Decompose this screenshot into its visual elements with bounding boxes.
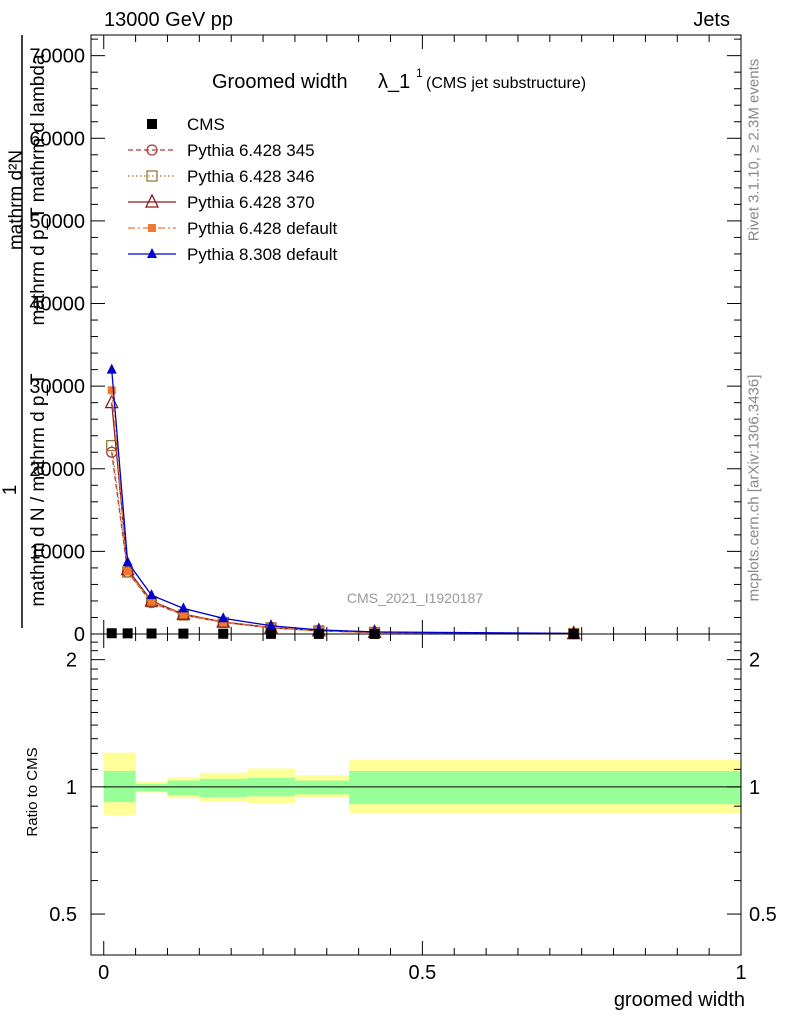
legend-label: Pythia 8.308 default [187, 245, 338, 264]
ylabel-top-denominator: mathrm d p_T mathrm d lambda [28, 54, 49, 325]
legend-entry: Pythia 6.428 370 [128, 193, 315, 212]
legend-label: Pythia 6.428 370 [187, 193, 315, 212]
ratio-plot-frame [90, 633, 742, 956]
legend-entry: Pythia 6.428 346 [128, 167, 315, 186]
ratio-band-inner [294, 780, 350, 795]
chart-title-symbol: λ_1 [378, 71, 410, 93]
ylabel-bottom-denominator: mathrm d N / mathrm d p_T [28, 373, 49, 607]
data-point [106, 628, 117, 639]
chart-title: Groomed width [212, 71, 348, 93]
ratio-y-tick-label-right: 1 [749, 777, 760, 799]
data-point [107, 386, 116, 395]
legend-entry: CMS [147, 115, 225, 134]
series-pythia-6-428-345 [106, 446, 580, 640]
legend-label: CMS [187, 115, 225, 134]
series-pythia-6-428-default [107, 386, 578, 638]
data-point [146, 589, 157, 600]
series-line [111, 452, 574, 635]
chart-subtitle: (CMS jet substructure) [426, 75, 586, 92]
y-tick-label: 60000 [29, 128, 85, 150]
ratio-band-inner [135, 784, 168, 792]
legend-entry: Pythia 6.428 345 [128, 141, 315, 160]
xlabel: groomed width [614, 989, 745, 1011]
series-pythia-6-428-370 [104, 394, 581, 640]
ratio-y-tick-label: 2 [66, 650, 77, 672]
x-tick-label: 0 [98, 962, 109, 984]
legend-marker [146, 170, 158, 182]
category-label: Jets [693, 9, 730, 31]
y-tick-label: 10000 [29, 541, 85, 563]
x-tick-label: 1 [735, 962, 746, 984]
ylabel-bottom-numerator: 1 [0, 485, 21, 496]
data-point [178, 602, 189, 613]
ratio-band-inner [349, 771, 741, 805]
legend-marker [148, 224, 156, 232]
y-tick-label: 40000 [29, 294, 85, 316]
legend-entry: Pythia 6.428 default [128, 219, 338, 238]
legend-marker [144, 193, 160, 208]
x-tick-label: 0.5 [408, 962, 436, 984]
legend-label: Pythia 6.428 346 [187, 167, 315, 186]
legend-marker [147, 119, 157, 129]
y-tick-label: 20000 [29, 459, 85, 481]
ratio-ylabel: Ratio to CMS [24, 747, 41, 836]
ylabel-top-numerator: mathrm d²N [6, 150, 27, 250]
data-point [147, 597, 156, 606]
legend: CMS Pythia 6.428 345 Pythia 6.428 346 Pythi… [128, 115, 338, 264]
legend-marker [146, 144, 158, 156]
energy-label: 13000 GeV pp [104, 9, 233, 31]
watermark: CMS_2021_I1920187 [347, 590, 483, 606]
series-line [111, 402, 574, 635]
legend-label: Pythia 6.428 345 [187, 141, 315, 160]
data-point [122, 628, 133, 639]
legend-marker [147, 248, 157, 258]
ratio-y-tick-label-right: 2 [749, 650, 760, 672]
data-point [266, 619, 277, 630]
ratio-y-tick-label-right: 0.5 [749, 904, 777, 926]
data-point [218, 612, 229, 623]
chart-title-superscript: 1 [416, 66, 423, 80]
ratio-band-inner [167, 780, 200, 796]
data-point [219, 618, 228, 627]
legend-entry: Pythia 8.308 default [128, 245, 338, 264]
series-pythia-6-428-346 [106, 439, 580, 640]
data-point [179, 610, 188, 619]
y-tick-label: 50000 [29, 211, 85, 233]
ratio-band-inner [199, 778, 248, 798]
data-point [106, 363, 117, 374]
y-tick-label: 30000 [29, 376, 85, 398]
series-line [111, 369, 574, 635]
series-pythia-8-308-default [106, 363, 579, 638]
data-point [123, 567, 132, 576]
y-tick-label: 0 [74, 624, 85, 646]
series-line [111, 390, 574, 635]
series-line [111, 445, 574, 635]
ratio-y-tick-label: 1 [66, 777, 77, 799]
y-tick-label: 70000 [29, 46, 85, 68]
ratio-y-tick-label: 0.5 [49, 904, 77, 926]
legend-label: Pythia 6.428 default [187, 219, 338, 238]
data-point [122, 556, 133, 567]
